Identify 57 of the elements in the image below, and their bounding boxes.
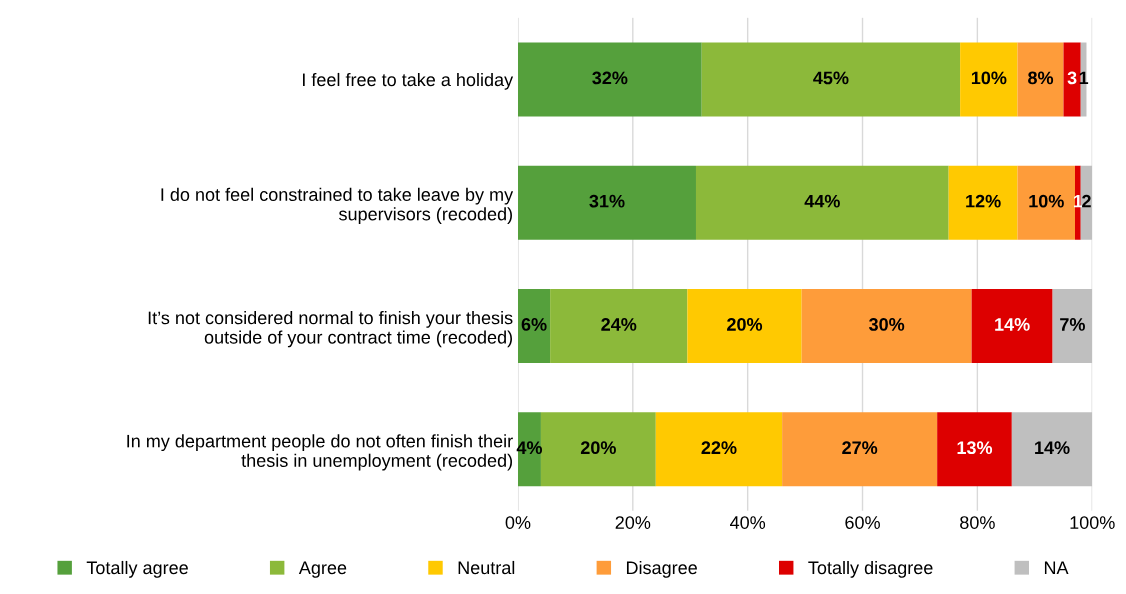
bar [960, 42, 1018, 117]
bar [550, 288, 688, 363]
bar [687, 288, 802, 363]
legend-label: Totally agree [86, 560, 188, 578]
data-label: 13% [957, 441, 993, 455]
data-label: 6% [521, 318, 547, 331]
bar [1011, 412, 1093, 487]
x-tick-label: 100% [1070, 516, 1115, 529]
data-label: 2 [1082, 194, 1091, 208]
y-tick-label: I do not feel constrained to take leave by my supervisors (recoded) [161, 187, 514, 225]
x-tick-label: 80% [960, 516, 995, 529]
bar [971, 288, 1053, 363]
y-tick-label: It’s not considered normal to finish your thesis outside of your contract time (recoded) [148, 311, 513, 348]
legend-label: Disagree [626, 560, 697, 578]
y-tick-label: In my department people do not often finish their thesis in unemployment (recoded) [127, 434, 513, 471]
data-label: 22% [701, 441, 737, 455]
legend-label: Neutral [458, 560, 515, 575]
x-tick-label: 60% [845, 516, 880, 529]
bar [801, 288, 972, 363]
x-tick-label: 20% [615, 516, 651, 529]
bar [517, 42, 702, 117]
bar [701, 42, 961, 117]
data-label: 20% [727, 318, 763, 331]
data-label: 12% [966, 194, 1001, 208]
data-label: 20% [580, 441, 616, 455]
data-label: 10% [1029, 194, 1064, 208]
bar [1017, 165, 1075, 240]
data-label: 7% [1060, 318, 1085, 331]
data-label: 14% [1035, 441, 1070, 455]
legend-label: Totally disagree [808, 560, 933, 578]
data-label: 24% [601, 318, 637, 331]
data-label: 27% [842, 441, 878, 455]
x-tick-label: 40% [730, 516, 766, 529]
bar [1017, 42, 1064, 117]
bar [937, 412, 1012, 487]
data-label: 3 [1067, 71, 1077, 85]
data-label: 32% [592, 71, 628, 85]
data-label: 31% [589, 194, 625, 208]
data-label: 14% [995, 318, 1030, 331]
bar [655, 412, 783, 487]
bar [1052, 288, 1093, 363]
data-label: 10% [971, 71, 1007, 85]
bar [517, 288, 551, 363]
bar [540, 412, 656, 487]
data-label: 30% [868, 318, 905, 331]
legend-label: Agree [298, 561, 347, 578]
data-label: 44% [804, 194, 840, 208]
legend-label: NA [1044, 561, 1069, 574]
bar [782, 412, 938, 487]
bar [695, 165, 949, 240]
bar [948, 165, 1018, 240]
bar [517, 165, 696, 240]
bar [1063, 42, 1081, 117]
y-tick-label: I feel free to take a holiday [303, 72, 514, 90]
data-label: 8% [1028, 71, 1054, 85]
x-tick-label: 0% [505, 516, 531, 529]
data-label: 45% [813, 71, 849, 85]
